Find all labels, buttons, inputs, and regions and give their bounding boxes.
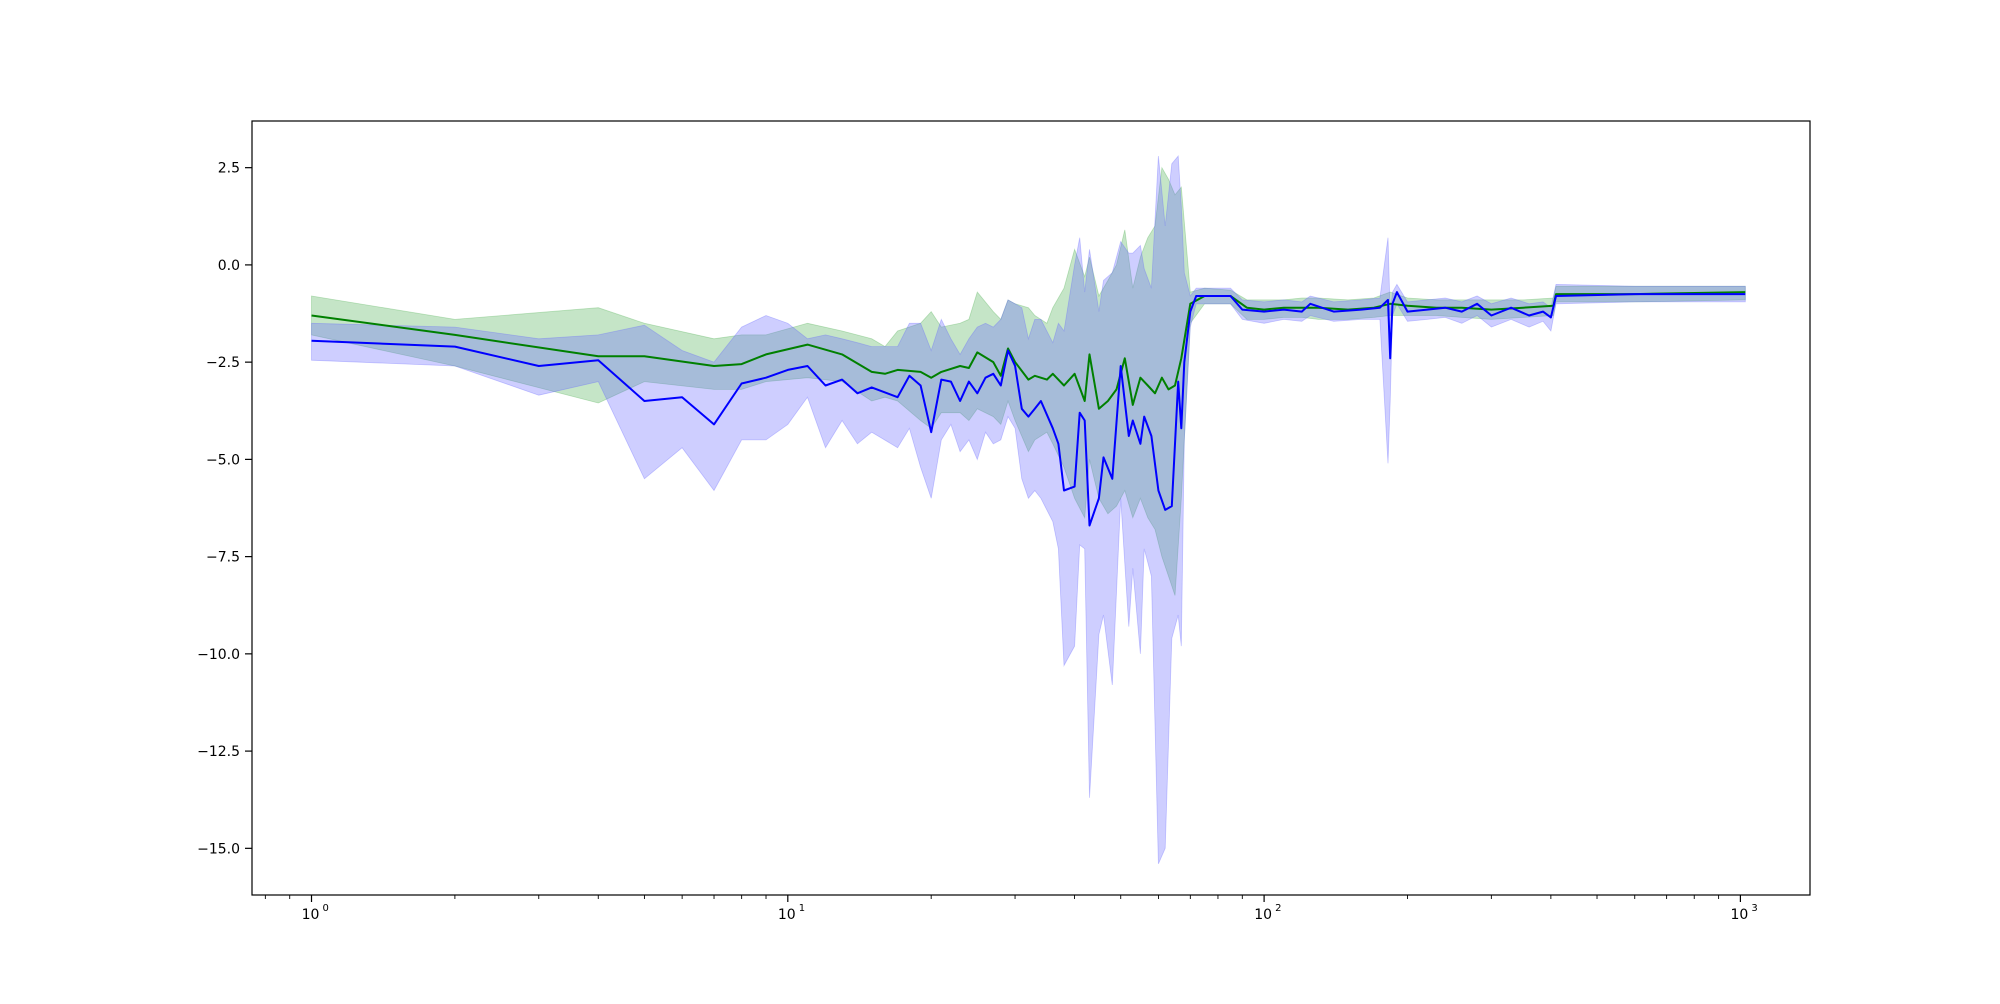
confidence-bands	[311, 154, 1746, 865]
y-tick-label: 2.5	[218, 161, 240, 177]
y-tick-label: −7.5	[206, 550, 240, 566]
y-tick-label: −10.0	[197, 647, 240, 663]
y-tick-label: 0.0	[218, 258, 240, 274]
x-tick-exponent: 1	[799, 903, 805, 914]
x-tick-label: 10	[778, 907, 796, 923]
x-tick-exponent: 0	[323, 903, 329, 914]
x-tick-label: 10	[302, 907, 320, 923]
x-tick-exponent: 3	[1751, 903, 1757, 914]
x-tick-label: 10	[1254, 907, 1272, 923]
y-tick-label: −2.5	[206, 355, 240, 371]
series-1-band	[311, 166, 1746, 596]
series-2-band	[311, 154, 1746, 865]
plot-frame	[251, 120, 1811, 896]
series-lines	[311, 291, 1746, 527]
y-tick-label: −5.0	[206, 452, 240, 468]
y-tick-label: −15.0	[197, 841, 240, 857]
y-tick-label: −12.5	[197, 744, 240, 760]
y-axis: 2.5 0.0 −2.5 −5.0 −7.5 −10.0 −12.5 −15.0	[197, 161, 252, 857]
series-2-line	[311, 291, 1746, 527]
x-tick-label: 10	[1730, 907, 1748, 923]
x-tick-exponent: 2	[1275, 903, 1281, 914]
x-axis: 10 0 10 1 10 2 10 3	[264, 895, 1758, 923]
